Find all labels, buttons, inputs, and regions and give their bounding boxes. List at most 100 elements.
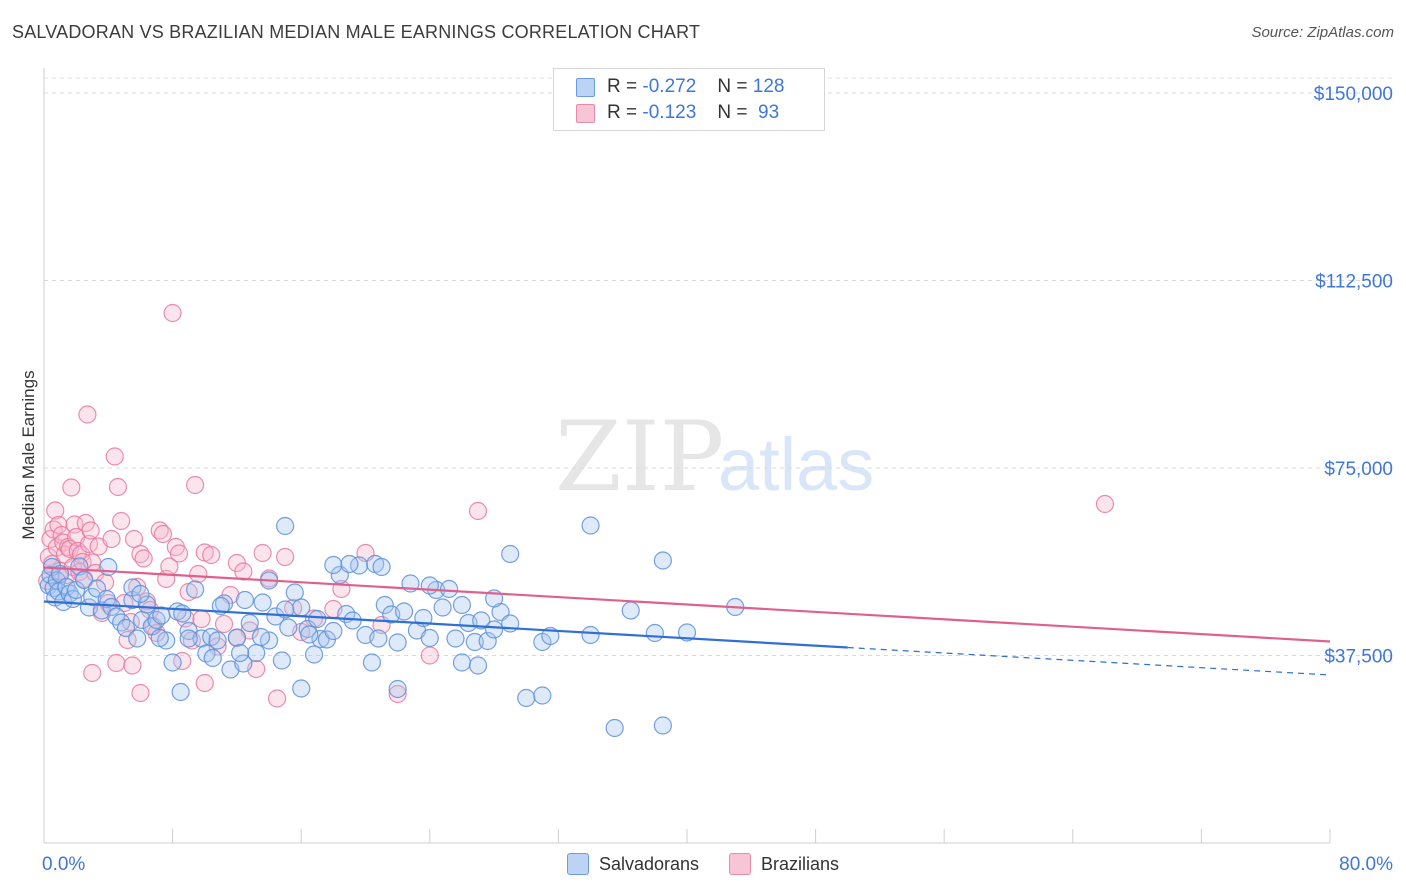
salvadorans-point [186, 580, 205, 599]
brazilians-point [81, 521, 100, 540]
salvadorans-point [388, 679, 407, 699]
salvadorans-point [163, 653, 182, 672]
salvadorans-point [83, 587, 102, 607]
series-legend: Salvadorans Brazilians [0, 851, 1406, 877]
brazilians-point [153, 524, 173, 544]
brazilians-point [214, 614, 234, 634]
source-label: Source: ZipAtlas.com [1251, 24, 1394, 41]
salvadorans-point [272, 651, 292, 670]
salvadorans-point [420, 576, 439, 595]
salvadorans-point [369, 629, 388, 648]
salvadorans-point [276, 600, 295, 619]
chart-title: SALVADORAN VS BRAZILIAN MEDIAN MALE EARN… [12, 22, 701, 42]
salvadorans-point [605, 718, 624, 738]
salvadorans-point [231, 643, 250, 663]
brazilians-point [186, 475, 205, 495]
salvadorans-point [446, 629, 465, 648]
salvadorans-point [324, 621, 343, 641]
brazilians-point [78, 405, 97, 424]
salvadorans-point [517, 688, 536, 708]
brazilians-point [388, 684, 407, 704]
salvadorans-point [340, 554, 359, 574]
salvadorans-point [208, 631, 227, 650]
salvadorans-point [645, 623, 664, 643]
brazilians-point [62, 478, 81, 497]
r-label: R = [607, 76, 638, 97]
salvadorans-point [203, 648, 222, 668]
trend-lines [43, 566, 1331, 676]
legend-label-salvadorans: Salvadorans [598, 853, 700, 874]
y-tick-label: $112,500 [1315, 272, 1393, 293]
axis-labels: $37,500 $75,000 $112,500 $150,000 0.0% 80.0% M… [19, 84, 1393, 875]
pink-swatch [729, 853, 752, 875]
n-label: N = [717, 102, 748, 123]
salvadorans-trend-line [43, 600, 848, 649]
salvadorans-point [75, 570, 94, 590]
salvadorans-point [349, 556, 369, 575]
brazilians-point [83, 663, 102, 683]
salvadorans-point [394, 602, 414, 621]
salvadorans-point [247, 643, 266, 663]
pink-swatch [576, 103, 595, 123]
salvadorans-point [150, 628, 169, 648]
salvadorans-trend-extension [847, 646, 1331, 676]
brazilians-point [420, 646, 439, 665]
brazilians-trend-line [43, 566, 1331, 643]
brazilians-point [173, 651, 192, 671]
salvadorans-point [372, 557, 391, 577]
salvadorans-point [311, 629, 330, 649]
salvadorans-point [478, 631, 497, 651]
watermark-atlas: atlas [718, 423, 874, 506]
brazilians-point [234, 562, 253, 581]
salvadorans-point [171, 682, 190, 702]
salvadorans-point [465, 632, 484, 652]
salvadorans-point [420, 628, 439, 648]
r-value: -0.123 [642, 102, 697, 123]
brazilians-point [150, 521, 169, 540]
watermark-zip: ZIP [555, 401, 724, 513]
brazilians-point [124, 529, 144, 549]
brazilians-point [134, 549, 153, 568]
r-value: -0.272 [642, 76, 697, 97]
salvadorans-point [276, 516, 295, 536]
salvadorans-point [128, 629, 147, 648]
y-tick-label: $75,000 [1324, 459, 1393, 480]
salvadorans-point [292, 598, 311, 617]
blue-swatch [576, 77, 595, 97]
salvadorans-point [235, 590, 255, 610]
brazilians-point [49, 515, 68, 535]
brazilians-point [202, 545, 221, 565]
salvadorans-point [253, 593, 272, 612]
salvadorans-point [581, 625, 600, 645]
brazilians-point [1095, 494, 1115, 514]
salvadorans-point [102, 597, 121, 617]
watermark: ZIP atlas [555, 401, 874, 513]
salvadorans-point [266, 607, 285, 626]
salvadorans-point [285, 583, 304, 602]
legend-item-salvadorans[interactable]: Salvadorans [566, 853, 700, 875]
legend-item-brazilians[interactable]: Brazilians [729, 853, 839, 875]
brazilians-point [107, 653, 126, 673]
legend-row-brazilians: R = -0.123 N = 93 [576, 101, 779, 125]
brazilians-point [108, 477, 128, 497]
salvadorans-point [292, 679, 311, 698]
axes [43, 68, 1331, 844]
salvadorans-point [112, 613, 131, 632]
salvadorans-point [304, 645, 324, 664]
x-tick-label-min: 0.0% [42, 854, 85, 875]
brazilians-point [102, 529, 121, 549]
blue-swatch [566, 853, 589, 875]
salvadorans-point [501, 544, 520, 564]
salvadorans-point [179, 629, 198, 648]
brazilians-point [276, 547, 295, 567]
brazilians-point [112, 511, 131, 531]
n-value: 128 [752, 76, 785, 97]
legend-row-salvadorans: R = -0.272 N = 128 [576, 75, 784, 99]
brazilians-point [123, 656, 142, 675]
brazilians-point [68, 541, 87, 561]
salvadorans-point [468, 656, 488, 675]
salvadorans-point [472, 611, 491, 630]
salvadorans-point [99, 557, 118, 577]
salvadorans-points [39, 516, 745, 738]
